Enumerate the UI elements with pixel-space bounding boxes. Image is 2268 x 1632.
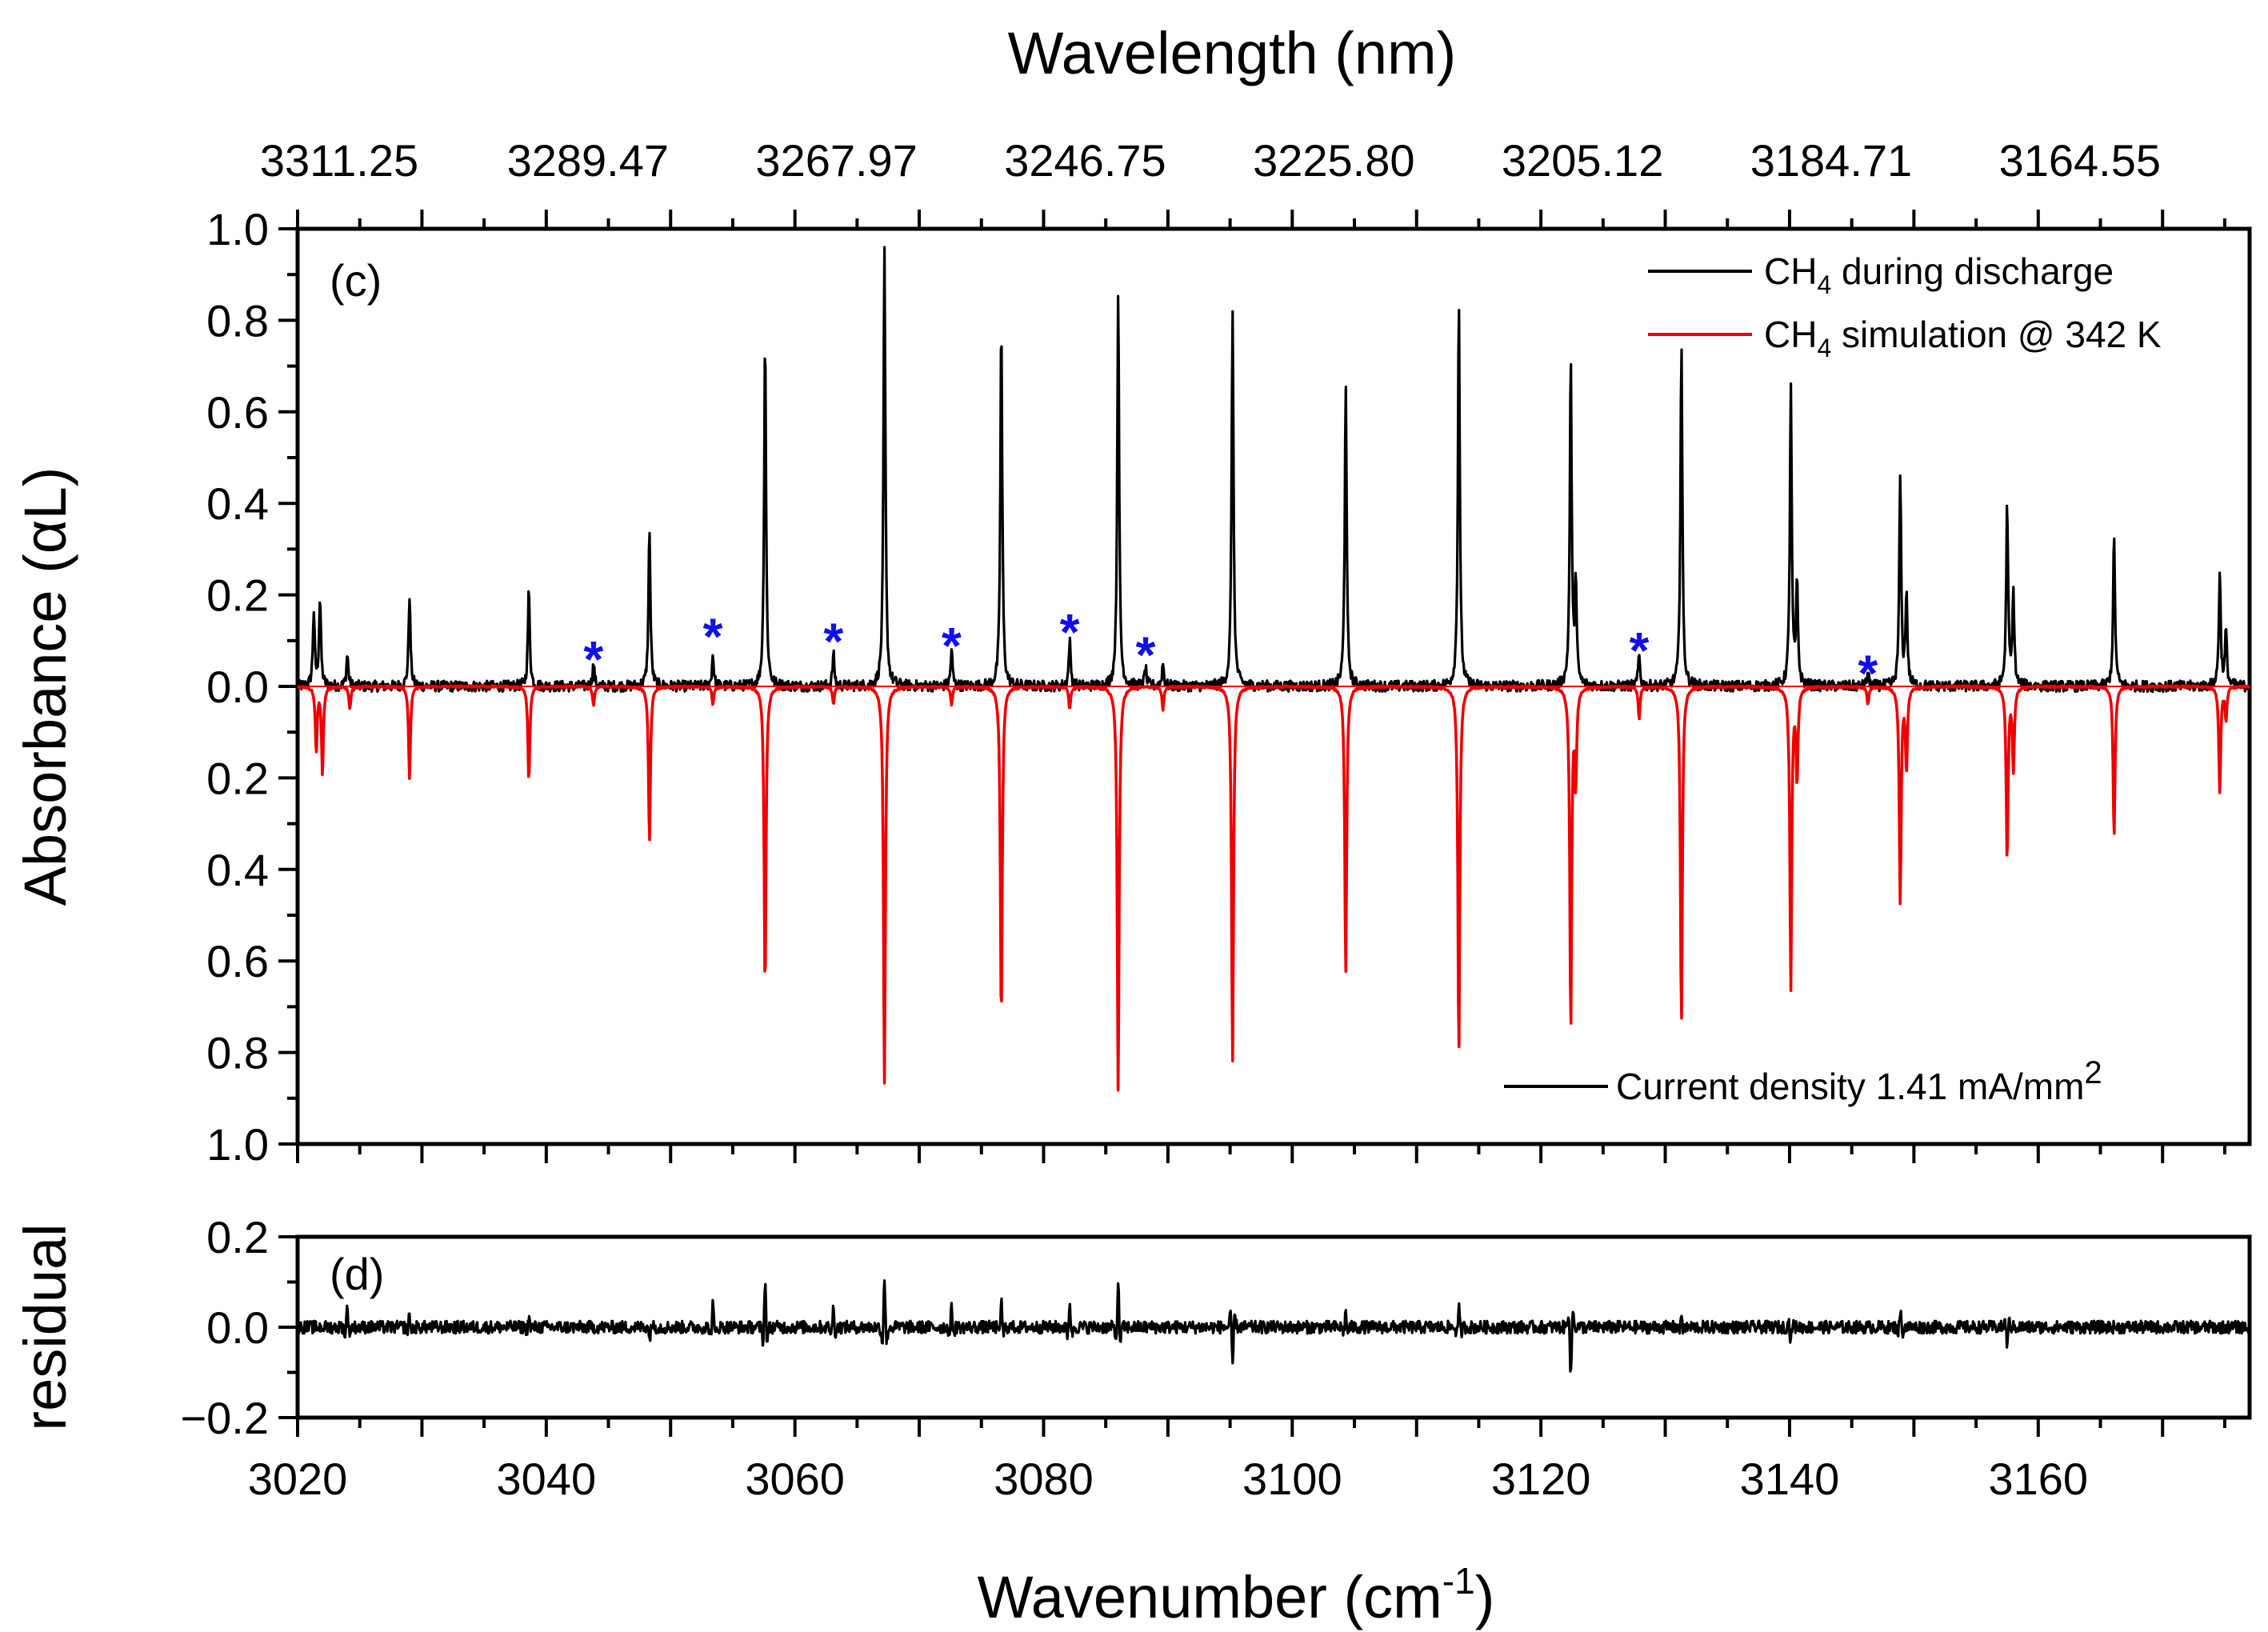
main-y-tick-label: 0.8	[206, 295, 269, 346]
main-y-tick-label: 1.0	[206, 204, 269, 254]
top-axis-tick-label: 3225.80	[1253, 135, 1414, 186]
bottom-axis-tick-label: 3100	[1242, 1454, 1342, 1504]
bottom-axis-tick-label: 3040	[497, 1454, 597, 1504]
bottom-axis-tick-label: 3020	[248, 1454, 348, 1504]
residual-y-tick-label: 0.2	[206, 1212, 269, 1262]
panel-label-c: (c)	[330, 255, 382, 306]
star-marker: *	[1060, 603, 1080, 661]
current-density-annotation: Current density 1.41 mA/mm2	[1504, 1055, 2102, 1107]
main-y-tick-label: 0.6	[206, 387, 269, 438]
top-axis-tick-label: 3311.25	[260, 135, 418, 186]
bottom-axis-tick-label: 3160	[1989, 1454, 2089, 1504]
residual-y-tick-label: 0.0	[206, 1302, 269, 1353]
star-marker: *	[823, 612, 843, 670]
main-y-axis-title: Absorbance (αL)	[12, 467, 78, 906]
star-marker: *	[703, 608, 723, 666]
absorbance-panel: 1.00.80.60.40.20.00.20.40.60.81.0 * * * * * *…	[12, 204, 2252, 1170]
x-axis-ticks: 3020 3040 3060 3080 3100 3120 3140 3160 3311.25 3…	[248, 135, 2226, 1504]
main-y-tick-label: 0.6	[206, 936, 269, 986]
bottom-axis-title: Wavenumber (cm-1)	[978, 1560, 1495, 1630]
main-series	[296, 246, 2251, 1092]
top-axis-tick-label: 3205.12	[1502, 135, 1663, 186]
top-axis-title: Wavelength (nm)	[1008, 20, 1457, 86]
line-markers: * * * * * * * *	[583, 603, 1878, 702]
top-axis-tick-label: 3289.47	[507, 135, 669, 186]
bottom-axis-tick-label: 3060	[745, 1454, 845, 1504]
star-marker: *	[583, 630, 603, 688]
top-axis-tick-label: 3184.71	[1750, 135, 1912, 186]
main-y-tick-label: 0.4	[206, 478, 269, 529]
residual-panel: 0.2 0.0 −0.2 (d) residual	[12, 1212, 2252, 1443]
bottom-axis-tick-label: 3140	[1740, 1454, 1840, 1504]
bottom-axis-tick-label: 3080	[994, 1454, 1094, 1504]
top-axis-tick-label: 3164.55	[1999, 135, 2161, 186]
legend: CH4 during discharge CH4 simulation @ 34…	[1648, 250, 2162, 362]
residual-ticks: 0.2 0.0 −0.2	[180, 1212, 298, 1443]
legend-label-discharge: CH4 during discharge	[1764, 250, 2114, 299]
residual-series	[296, 1279, 2251, 1373]
main-y-tick-label: 1.0	[206, 1119, 269, 1170]
residual-y-tick-label: −0.2	[180, 1393, 269, 1443]
top-axis-tick-label: 3267.97	[755, 135, 917, 186]
annotation-text: Current density 1.41 mA/mm2	[1616, 1055, 2102, 1107]
main-y-tick-label: 0.0	[206, 662, 269, 712]
star-marker: *	[942, 617, 962, 674]
residual-series-line	[296, 1279, 2251, 1373]
star-marker: *	[1135, 626, 1155, 684]
residual-y-axis-title: residual	[12, 1223, 78, 1430]
star-marker: *	[1858, 644, 1878, 702]
main-y-tick-label: 0.8	[206, 1028, 269, 1078]
simulation-series-line	[297, 684, 2251, 1092]
panel-label-d: (d)	[330, 1249, 384, 1299]
top-axis-tick-label: 3246.75	[1004, 135, 1166, 186]
main-ticks: 1.0 0.8 0.6 0.4 0.2 0.0 0.2 0.4 0.6 0.8 1.0	[206, 204, 298, 1170]
main-y-tick-label: 0.2	[206, 753, 269, 803]
main-y-tick-label: 0.4	[206, 845, 269, 895]
main-y-tick-label: 0.2	[206, 570, 269, 621]
legend-label-simulation: CH4 simulation @ 342 K	[1764, 314, 2162, 362]
star-marker: *	[1629, 622, 1649, 679]
bottom-axis-tick-label: 3120	[1491, 1454, 1591, 1504]
